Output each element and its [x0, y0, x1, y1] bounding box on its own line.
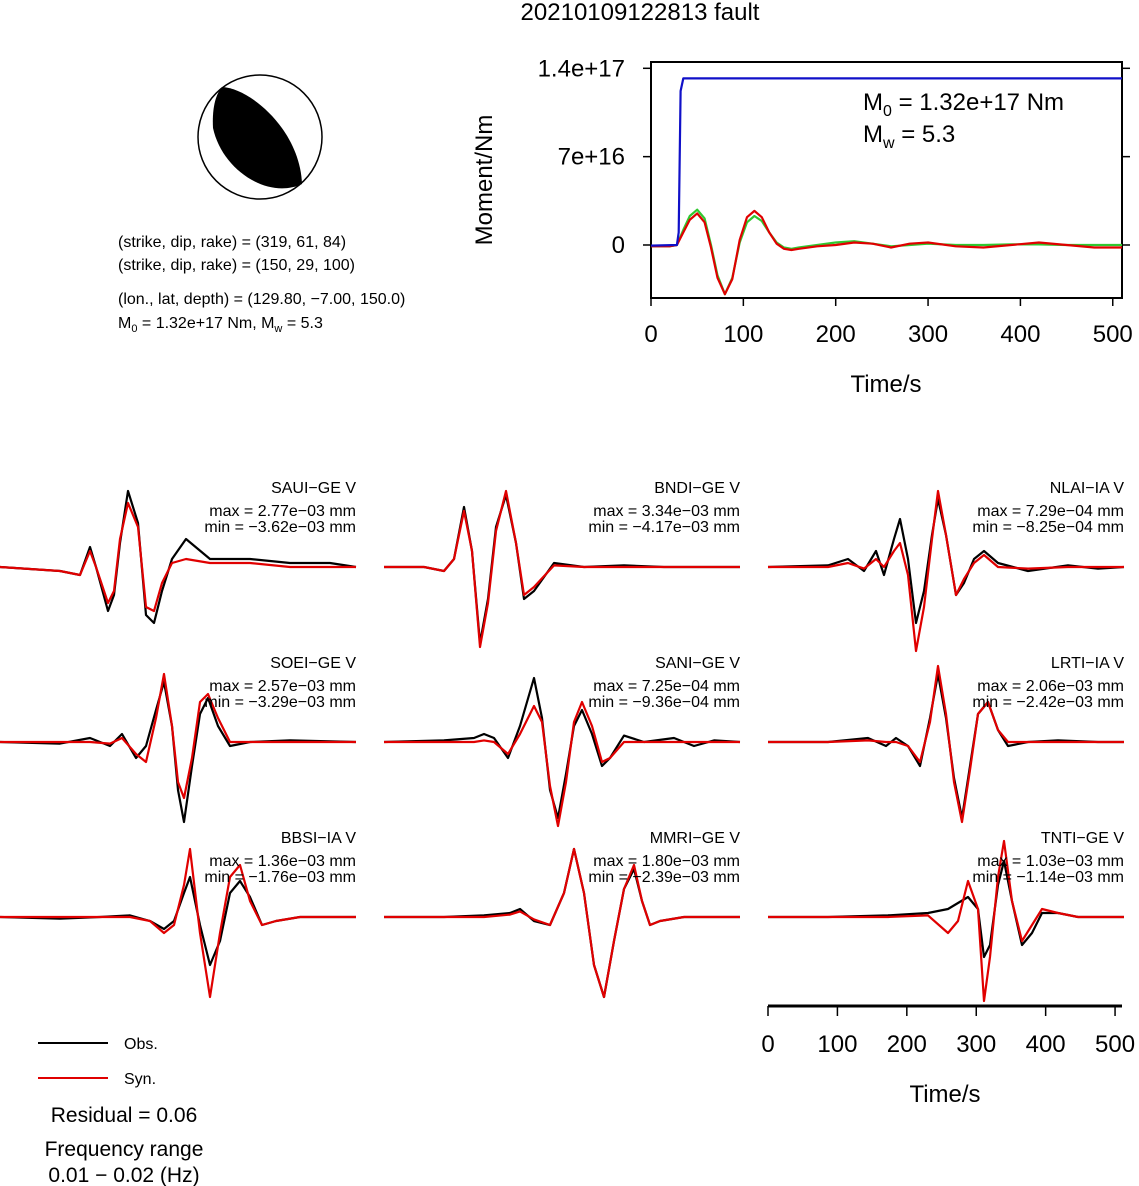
station-min: min = −9.36e−04 mm — [588, 694, 740, 711]
station-max: max = 1.36e−03 mm — [209, 853, 356, 870]
station-max: max = 2.57e−03 mm — [209, 678, 356, 695]
station-name: SANI−GE V — [655, 655, 740, 672]
synthetic-trace — [0, 672, 356, 800]
moment-y-tick-label: 1.4e+17 — [538, 55, 625, 82]
nodal-plane-1-text: (strike, dip, rake) = (319, 61, 84) — [118, 234, 346, 251]
observed-trace — [0, 875, 356, 967]
waveform-time-axis: Time/s 0 100 200 300 400 500 — [761, 1004, 1135, 1108]
moment-annotation-mw: Mw = 5.3 — [863, 121, 955, 152]
moment-y-tick-label: 7e+16 — [558, 144, 625, 171]
waveform-x-tick-label: 0 — [761, 1031, 774, 1058]
station-min: min = −3.29e−03 mm — [204, 694, 356, 711]
waveform-x-tick-label: 100 — [817, 1031, 857, 1058]
synthetic-trace — [384, 847, 740, 999]
station-name: TNTI−GE V — [1041, 830, 1124, 847]
station-max: max = 2.06e−03 mm — [977, 678, 1124, 695]
waveform-x-tick-label: 300 — [956, 1031, 996, 1058]
station-max: max = 7.25e−04 mm — [593, 678, 740, 695]
moment-x-tick-label: 0 — [644, 321, 657, 348]
synthetic-trace — [0, 847, 356, 999]
station-max: max = 7.29e−04 mm — [977, 503, 1124, 520]
station-name: NLAI−IA V — [1050, 480, 1125, 497]
moment-plot-frame — [650, 61, 1123, 299]
station-min: min = −1.14e−03 mm — [972, 869, 1124, 886]
location-text: (lon., lat, depth) = (129.80, −7.00, 150… — [118, 291, 405, 308]
moment-series-line — [651, 209, 1122, 296]
waveform-x-tick-label: 200 — [887, 1031, 927, 1058]
station-max: max = 1.03e−03 mm — [977, 853, 1124, 870]
synthetic-trace — [768, 489, 1124, 653]
moment-x-axis-label: Time/s — [850, 371, 921, 398]
station-min: min = −4.17e−03 mm — [588, 519, 740, 536]
moment-x-tick-label: 100 — [723, 321, 763, 348]
waveform-x-axis-label: Time/s — [909, 1081, 980, 1108]
station-name: BBSI−IA V — [281, 830, 356, 847]
moment-x-tick-label: 300 — [908, 321, 948, 348]
figure-title: 20210109122813 fault — [521, 0, 760, 26]
station-min: min = −2.42e−03 mm — [972, 694, 1124, 711]
synthetic-trace — [768, 664, 1124, 824]
legend-obs-label: Obs. — [124, 1036, 158, 1053]
frequency-range-value: 0.01 − 0.02 (Hz) — [48, 1164, 199, 1186]
synthetic-trace — [384, 700, 740, 828]
nodal-plane-2-text: (strike, dip, rake) = (150, 29, 100) — [118, 257, 355, 274]
moment-time-plot: Moment/Nm Time/s M0 = 1.32e+17 Nm Mw = 5… — [471, 55, 1133, 398]
station-name: BNDI−GE V — [654, 480, 740, 497]
synthetic-trace — [768, 839, 1124, 1003]
focal-mechanism-beachball — [197, 74, 323, 200]
station-name: LRTI−IA V — [1051, 655, 1124, 672]
station-max: max = 1.80e−03 mm — [593, 853, 740, 870]
synthetic-trace — [384, 489, 740, 649]
station-name: SOEI−GE V — [270, 655, 356, 672]
moment-y-tick-label: 0 — [612, 232, 625, 259]
station-max: max = 3.34e−03 mm — [593, 503, 740, 520]
moment-y-axis-label: Moment/Nm — [471, 115, 498, 246]
waveform-x-tick-label: 400 — [1026, 1031, 1066, 1058]
moment-series-line — [651, 208, 1122, 296]
synthetic-trace — [0, 501, 356, 613]
station-min: min = −1.76e−03 mm — [204, 869, 356, 886]
station-name: MMRI−GE V — [650, 830, 741, 847]
legend: Obs. Syn. — [38, 1036, 158, 1088]
waveform-x-tick-label: 500 — [1095, 1031, 1135, 1058]
legend-syn-label: Syn. — [124, 1071, 156, 1088]
station-min: min = −3.62e−03 mm — [204, 519, 356, 536]
frequency-range-label: Frequency range — [45, 1138, 204, 1161]
moment-x-tick-label: 500 — [1093, 321, 1133, 348]
station-min: min = −2.39e−03 mm — [588, 869, 740, 886]
station-max: max = 2.77e−03 mm — [209, 503, 356, 520]
station-name: SAUI−GE V — [271, 480, 356, 497]
moment-x-tick-label: 200 — [816, 321, 856, 348]
residual-text: Residual = 0.06 — [51, 1104, 198, 1127]
station-min: min = −8.25e−04 mm — [972, 519, 1124, 536]
moment-annotation-m0: M0 = 1.32e+17 Nm — [863, 89, 1064, 120]
moment-series-line — [650, 77, 1122, 247]
moment-magnitude-text: M0 = 1.32e+17 Nm, Mw = 5.3 — [118, 315, 323, 335]
moment-x-tick-label: 400 — [1000, 321, 1040, 348]
